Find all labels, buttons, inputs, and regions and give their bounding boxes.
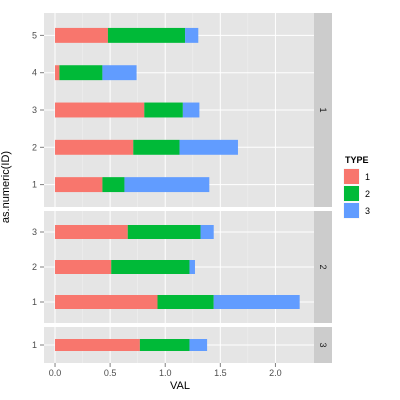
- y-tick-label: 3: [32, 227, 37, 237]
- facet-panel-1: 5 4 3 2 1 1: [32, 13, 332, 207]
- y-tick-label: 1: [32, 297, 37, 307]
- y-tick-label: 4: [32, 68, 37, 78]
- legend-key-1: [344, 169, 359, 184]
- bar-segment-id1-type1: [55, 177, 103, 193]
- bar-segment-id2-type2: [133, 139, 180, 155]
- y-tick-label: 3: [32, 105, 37, 115]
- bar-segment-id1-type1: [55, 339, 140, 351]
- bar-segment-id2-type3: [179, 139, 238, 155]
- x-tick-label: 1.0: [159, 368, 172, 378]
- bar-segment-id5-type2: [107, 27, 186, 43]
- bar-segment-id4-type2: [59, 65, 103, 81]
- legend-title: TYPE: [345, 155, 369, 165]
- bar-segment-id2-type2: [111, 260, 190, 274]
- bar-segment-id1-type3: [189, 339, 208, 351]
- bar-segment-id3-type2: [127, 225, 201, 239]
- facet-panel-2: 3 2 1 2: [32, 211, 332, 323]
- legend: TYPE 1 2 3: [342, 155, 370, 220]
- bar-segment-id3-type1: [55, 225, 128, 239]
- bar-segment-id3-type1: [55, 102, 145, 118]
- legend-label-2: 2: [365, 189, 370, 199]
- facet-strip-label: 2: [318, 264, 328, 269]
- x-tick-label: 0.5: [104, 368, 117, 378]
- bar-segment-id1-type2: [157, 295, 214, 309]
- x-tick-label: 0.0: [49, 368, 62, 378]
- y-tick-label: 5: [32, 30, 37, 40]
- bar-segment-id4-type3: [102, 65, 137, 81]
- facet-strip-label: 1: [318, 107, 328, 112]
- legend-key-2: [344, 186, 359, 201]
- bar-segment-id1-type3: [213, 295, 300, 309]
- x-tick-label: 2.0: [269, 368, 282, 378]
- x-tick-label: 1.5: [214, 368, 227, 378]
- x-axis-title: VAL: [170, 380, 190, 392]
- bar-segment-id5-type3: [185, 27, 199, 43]
- facet-strip-label: 3: [318, 342, 328, 347]
- bar-segment-id3-type3: [182, 102, 200, 118]
- bar-segment-id1-type2: [139, 339, 190, 351]
- y-tick-label: 2: [32, 142, 37, 152]
- bar-segment-id3-type2: [144, 102, 183, 118]
- bar-segment-id2-type1: [55, 139, 134, 155]
- bar-segment-id5-type1: [55, 27, 108, 43]
- y-tick-label: 1: [32, 340, 37, 350]
- bar-segment-id4-type1: [55, 65, 60, 81]
- legend-label-1: 1: [365, 172, 370, 182]
- facet-strip: [314, 211, 332, 323]
- bar-segment-id1-type2: [102, 177, 125, 193]
- bar-segment-id3-type3: [200, 225, 214, 239]
- bar-segment-id1-type3: [124, 177, 210, 193]
- y-tick-label: 2: [32, 262, 37, 272]
- facet-strip: [314, 327, 332, 363]
- bar-segment-id2-type3: [189, 260, 195, 274]
- legend-key-3: [344, 203, 359, 218]
- bar-segment-id1-type1: [55, 295, 158, 309]
- bar-segment-id2-type1: [55, 260, 112, 274]
- legend-label-3: 3: [365, 206, 370, 216]
- x-axis: 0.0 0.5 1.0 1.5 2.0: [49, 363, 282, 378]
- y-axis-title: as.numeric(ID): [0, 151, 12, 223]
- facet-strip: [314, 13, 332, 207]
- y-tick-label: 1: [32, 180, 37, 190]
